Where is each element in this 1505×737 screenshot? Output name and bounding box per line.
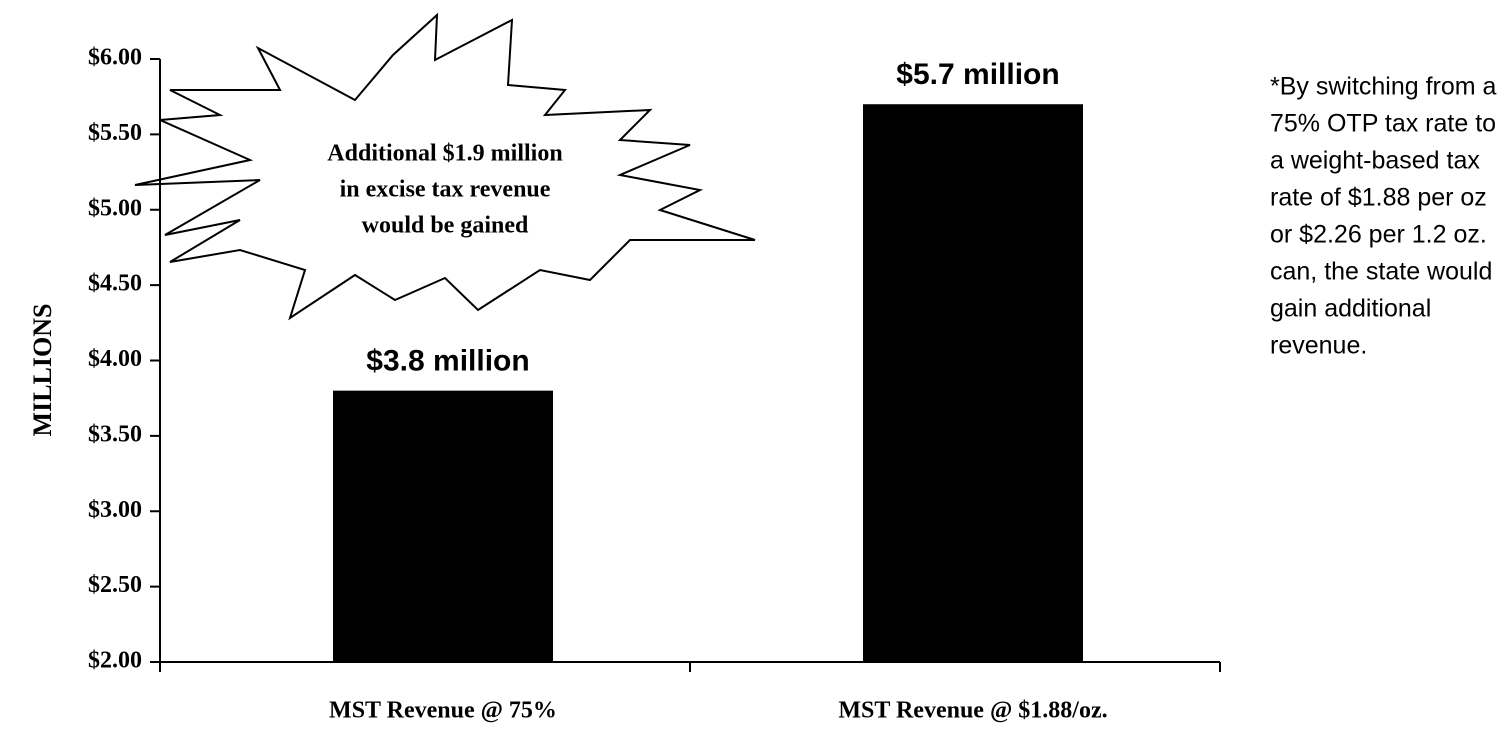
y-tick-label: $6.00 (88, 45, 142, 71)
bar (333, 390, 553, 662)
value-label: $3.8 million (366, 345, 529, 378)
note: 75% OTP tax rate to (1270, 110, 1496, 138)
y-tick-label: $3.00 (88, 497, 142, 523)
note: *By switching from a (1270, 73, 1497, 101)
y-tick-label: $5.00 (88, 195, 142, 221)
x-tick-label: MST Revenue @ $1.88/oz. (838, 698, 1107, 724)
note: can, the state would (1270, 258, 1492, 286)
annotation: in excise tax revenue (340, 177, 551, 203)
x-tick-label: MST Revenue @ 75% (329, 698, 557, 724)
y-tick-label: $2.50 (88, 572, 142, 598)
note: rate of $1.88 per oz (1270, 184, 1487, 212)
y-tick-label: $3.50 (88, 421, 142, 447)
annotation: would be gained (362, 213, 529, 239)
y-tick-label: $5.50 (88, 120, 142, 146)
note: a weight-based tax (1270, 147, 1480, 175)
y-tick-label: $4.00 (88, 346, 142, 372)
y-tick-label: $4.50 (88, 271, 142, 297)
y-axis-label: MILLIONS (28, 304, 57, 437)
annotation: Additional $1.9 million (327, 141, 562, 167)
note: revenue. (1270, 332, 1367, 360)
note: or $2.26 per 1.2 oz. (1270, 221, 1487, 249)
starburst (134, 12, 756, 321)
bar (863, 104, 1083, 663)
y-tick-label: $2.00 (88, 648, 142, 674)
value-label: $5.7 million (896, 58, 1059, 91)
note: gain additional (1270, 295, 1431, 323)
